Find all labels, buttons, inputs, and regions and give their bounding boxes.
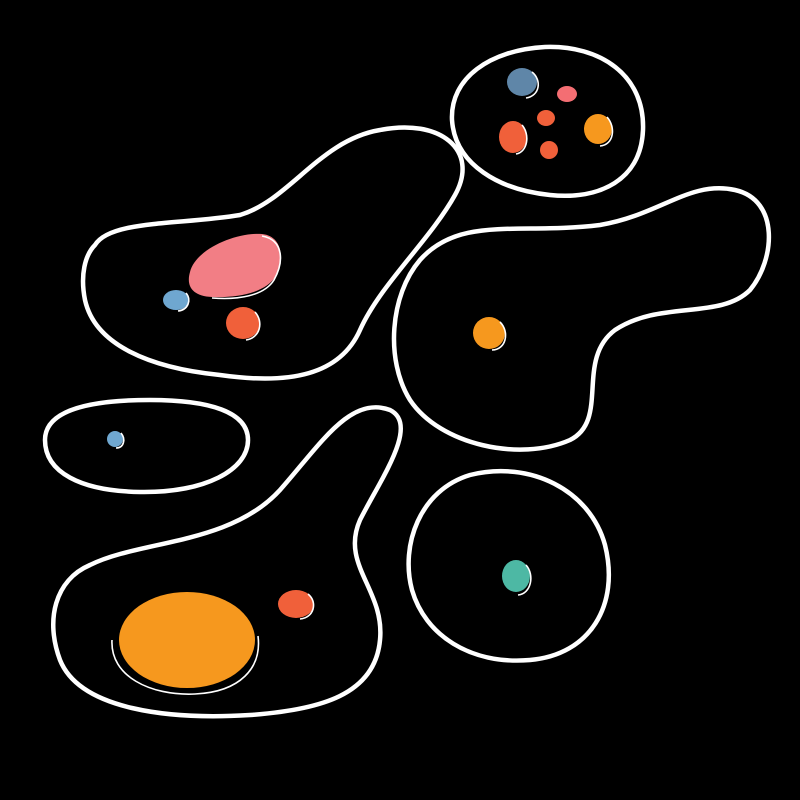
teal-dot-bottom-right xyxy=(502,560,530,592)
blob-middle-right-outline xyxy=(394,188,769,449)
blob-upper-left xyxy=(83,127,463,378)
orange-red-dot-center xyxy=(537,110,555,126)
blob-bottom-left xyxy=(53,407,401,716)
blob-small-left-outline xyxy=(45,400,248,492)
orange-red-dot-small xyxy=(540,141,558,159)
blob-bottom-right xyxy=(409,471,609,660)
blob-top-right xyxy=(452,47,643,196)
blob-small-left xyxy=(45,400,248,492)
orange-red-dot-left xyxy=(226,307,260,339)
large-orange-egg xyxy=(119,592,255,688)
salmon-dot-top xyxy=(557,86,577,102)
blue-dot-left xyxy=(163,290,189,310)
blob-middle-right xyxy=(394,188,769,449)
